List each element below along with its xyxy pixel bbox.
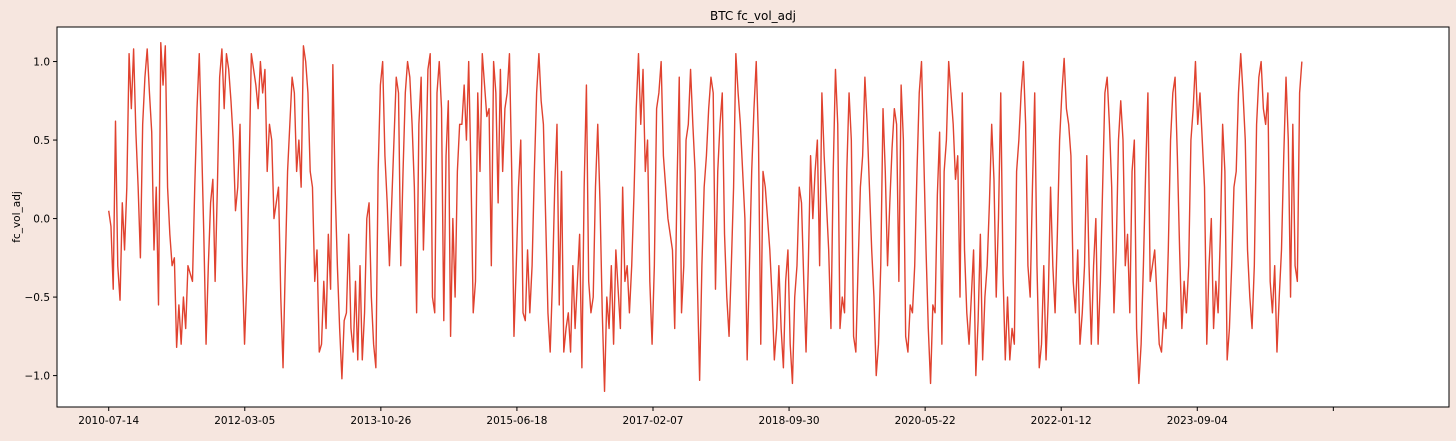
y-tick-label: −1.0 bbox=[25, 371, 51, 383]
x-tick-label: 2020-05-22 bbox=[895, 415, 956, 427]
plot-area bbox=[57, 27, 1449, 407]
x-axis: 2010-07-14 2012-03-05 2013-10-26 2015-06-18… bbox=[78, 407, 1334, 427]
x-tick-label: 2023-09-04 bbox=[1167, 415, 1228, 427]
x-tick-label: 2018-09-30 bbox=[759, 415, 820, 427]
x-tick-label: 2013-10-26 bbox=[350, 415, 411, 427]
y-axis: 1.0 0.5 0.0 −0.5 −1.0 bbox=[25, 57, 57, 383]
y-tick-label: 1.0 bbox=[33, 57, 50, 69]
x-tick-label: 2022-01-12 bbox=[1031, 415, 1092, 427]
y-tick-label: 0.5 bbox=[33, 135, 50, 147]
x-tick-label: 2012-03-05 bbox=[214, 415, 275, 427]
plot-frame bbox=[56, 26, 1450, 408]
y-tick-label: −0.5 bbox=[25, 292, 51, 304]
chart-title: BTC fc_vol_adj bbox=[710, 9, 796, 23]
y-axis-label: fc_vol_adj bbox=[11, 191, 23, 243]
y-tick-label: 0.0 bbox=[33, 214, 50, 226]
series-line bbox=[108, 42, 1303, 392]
x-tick-label: 2010-07-14 bbox=[78, 415, 139, 427]
x-tick-label: 2017-02-07 bbox=[622, 415, 683, 427]
x-tick-label: 2015-06-18 bbox=[486, 415, 547, 427]
